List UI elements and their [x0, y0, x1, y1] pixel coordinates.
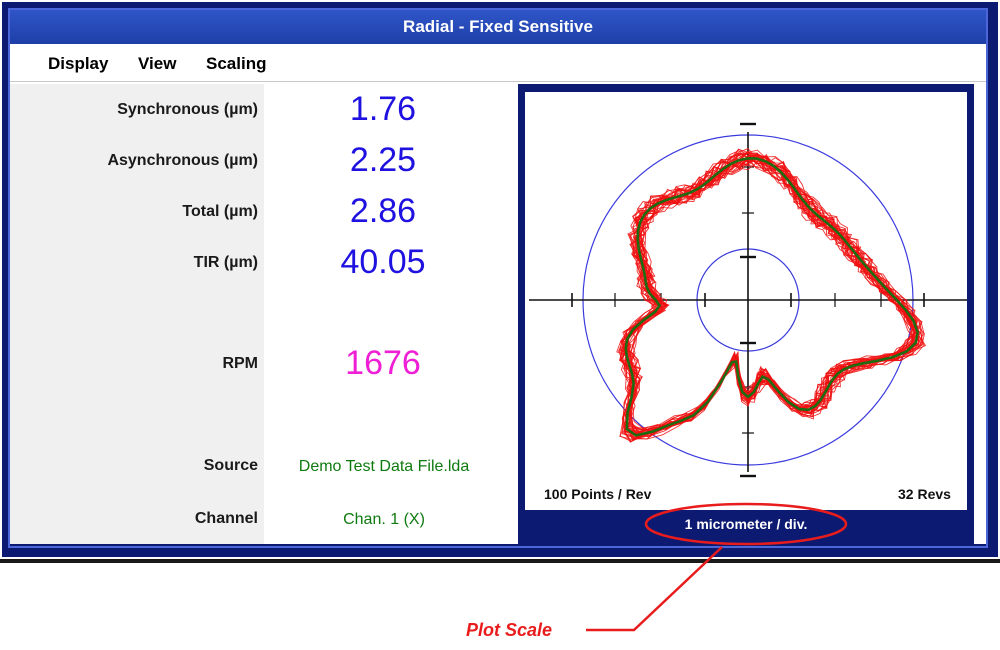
rev-trace [619, 153, 919, 440]
channel-value: Chan. 1 (X) [343, 511, 425, 528]
total-value: 2.86 [349, 192, 417, 230]
menu-scaling[interactable]: Scaling [206, 54, 267, 73]
synchronous-value: 1.76 [349, 90, 417, 128]
asynchronous-label: Asynchronous (µm) [107, 152, 258, 169]
plot-scale-bar: 1 micrometer / div. [525, 510, 967, 540]
source-label: Source [203, 457, 258, 474]
rev-trace [620, 150, 923, 439]
window-bottom-shadow [0, 559, 1000, 563]
channel-label: Channel [194, 510, 258, 527]
tir-label: TIR (µm) [193, 254, 258, 271]
total-label: Total (µm) [182, 203, 258, 220]
title-bar: Radial - Fixed Sensitive [10, 10, 986, 44]
rev-trace [616, 148, 927, 440]
rpm-label: RPM [222, 355, 258, 372]
revs-count-text: 32 Revs [898, 486, 951, 502]
rev-trace [621, 148, 925, 442]
rev-trace [624, 156, 913, 435]
polar-runout-plot [529, 122, 967, 478]
label-column [10, 84, 264, 544]
plot-scale-annotation: Plot Scale [466, 620, 553, 640]
rpm-value: 1676 [345, 344, 421, 382]
menu-display[interactable]: Display [48, 54, 109, 73]
asynchronous-value: 2.25 [349, 141, 417, 179]
synchronous-label: Synchronous (µm) [117, 101, 258, 118]
window-border [8, 8, 988, 548]
source-value: Demo Test Data File.lda [298, 458, 470, 475]
rev-trace [618, 148, 925, 442]
mean-trace [624, 156, 920, 437]
window-title: Radial - Fixed Sensitive [403, 17, 593, 36]
menu-bar: Display View Scaling [10, 44, 986, 82]
menu-view[interactable]: View [138, 54, 177, 73]
tir-value: 40.05 [340, 243, 426, 281]
plot-scale-label: 1 micrometer / div. [684, 516, 808, 532]
points-per-rev-text: 100 Points / Rev [544, 486, 652, 502]
rev-trace [619, 152, 918, 433]
